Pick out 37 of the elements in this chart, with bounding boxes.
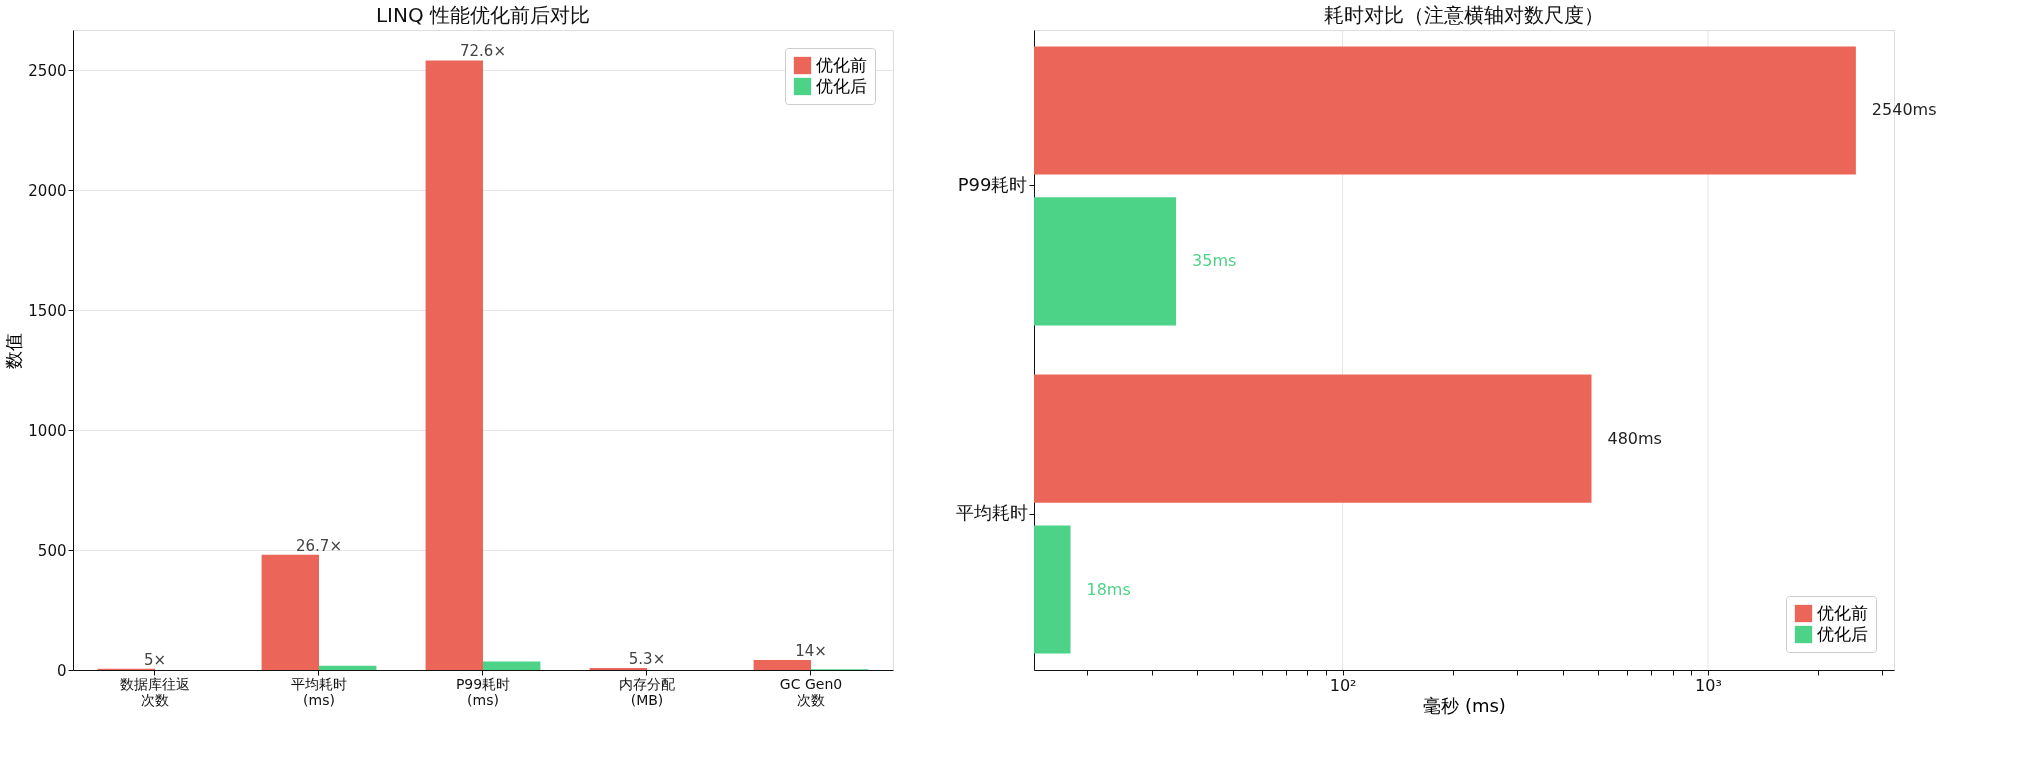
bar [319,665,377,670]
y-tick-label: P99耗时 [957,173,1028,195]
annotation: 72.6× [460,42,506,61]
y-tick-label: 0 [56,661,67,680]
data-label: 480ms [1607,428,1662,448]
y-tick-label: 1000 [28,421,67,440]
x-tick-label: 10³ [1695,675,1722,695]
bar [261,554,319,670]
bar [483,661,541,670]
annotation: 14× [795,641,827,660]
annotation: 5.3× [628,650,666,669]
annotation: 26.7× [296,536,342,555]
data-label: 2540ms [1871,100,1937,120]
y-tick-label: 2000 [28,181,67,200]
legend-label: 优化前 [1817,602,1868,623]
annotation: 5× [143,650,167,669]
x-tick-label: 平均耗时 (ms) [291,675,347,708]
chart-title: 耗时对比（注意横轴对数尺度） [1324,2,1604,27]
data-label: 35ms [1192,251,1237,271]
y-tick-label: 500 [37,541,67,560]
x-tick-label: GC Gen0 次数 [779,675,843,708]
x-axis-title: 毫秒 (ms) [1423,694,1506,716]
x-tick-label: 数据库往返次数 [120,675,190,708]
x-tick-label: 内存分配 (MB) [619,675,675,708]
legend-label: 优化后 [816,75,867,96]
x-tick-label: P99耗时 (ms) [455,675,511,708]
y-axis-title: 数值 [3,332,25,369]
legend-label: 优化前 [816,54,867,75]
legend-label: 优化后 [1817,623,1868,644]
bar [753,659,811,670]
y-tick-label: 1500 [28,301,67,320]
y-tick-label: 2500 [28,61,67,80]
chart-title: LINQ 性能优化前后对比 [375,3,591,27]
y-tick-label: 平均耗时 [955,502,1028,524]
x-tick-label: 10² [1329,675,1357,695]
data-label: 18ms [1086,579,1131,599]
bar [425,60,483,670]
